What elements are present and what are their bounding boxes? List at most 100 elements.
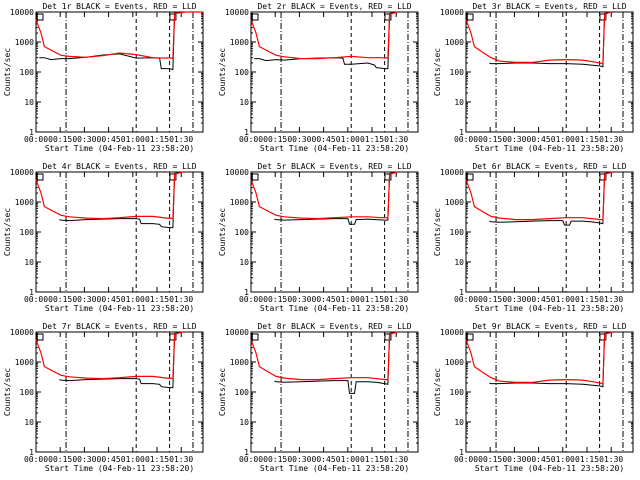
x-tick-label: 00:00 — [454, 455, 478, 464]
y-tick-label: 1000 — [15, 198, 34, 207]
x-tick-label: 01:00 — [551, 295, 575, 304]
events-series-line — [39, 11, 203, 71]
end-marker — [169, 333, 177, 341]
y-tick-label: 10000 — [10, 168, 34, 177]
x-tick-label: 00:30 — [72, 135, 96, 144]
y-tick-label: 10 — [239, 258, 249, 267]
y-axis-label: Counts/sec — [218, 48, 227, 96]
x-tick-label: 01:30 — [599, 455, 623, 464]
plot-frame — [250, 11, 419, 133]
events-series-line — [489, 171, 614, 226]
x-tick-label: 00:15 — [263, 295, 287, 304]
x-axis-label: Start Time (04-Feb-11 23:58:20) — [45, 304, 194, 313]
end-marker — [384, 333, 392, 341]
chart-title: Det 5r BLACK = Events, RED = LLD — [257, 162, 411, 171]
x-tick-label: 00:00 — [24, 135, 48, 144]
events-series-line — [274, 171, 399, 225]
x-tick-label: 00:45 — [527, 135, 551, 144]
y-tick-label: 10000 — [440, 328, 464, 337]
x-tick-label: 01:15 — [575, 295, 599, 304]
lld-series-line — [35, 171, 184, 220]
x-tick-label: 00:30 — [72, 295, 96, 304]
x-tick-label: 00:30 — [72, 455, 96, 464]
chart-panel-5: Det 5r BLACK = Events, RED = LLD 1 10 100 10… — [218, 162, 419, 313]
y-tick-label: 100 — [235, 228, 250, 237]
x-tick-label: 01:30 — [169, 295, 193, 304]
y-tick-label: 1000 — [230, 358, 249, 367]
x-tick-label: 00:00 — [454, 135, 478, 144]
chart-title: Det 3r BLACK = Events, RED = LLD — [472, 2, 626, 11]
y-tick-label: 1 — [29, 448, 34, 457]
start-marker — [36, 173, 44, 181]
y-axis-label: Counts/sec — [218, 368, 227, 416]
plot-frame — [465, 171, 634, 293]
x-tick-label: 00:45 — [527, 455, 551, 464]
y-tick-label: 10 — [24, 418, 34, 427]
start-marker — [466, 13, 474, 21]
lld-series-line — [35, 331, 184, 380]
x-tick-label: 01:30 — [169, 455, 193, 464]
y-tick-label: 1 — [29, 128, 34, 137]
x-tick-label: 00:45 — [97, 295, 121, 304]
start-marker — [251, 173, 259, 181]
y-tick-label: 1000 — [445, 198, 464, 207]
x-tick-label: 00:15 — [263, 455, 287, 464]
y-tick-label: 1 — [29, 288, 34, 297]
chart-panel-1: Det 1r BLACK = Events, RED = LLD 1 10 100 10… — [3, 2, 204, 153]
x-axis-label: Start Time (04-Feb-11 23:58:20) — [260, 304, 409, 313]
x-tick-label: 01:15 — [360, 455, 384, 464]
events-series-line — [59, 331, 184, 389]
x-tick-label: 00:45 — [97, 455, 121, 464]
x-axis-label: Start Time (04-Feb-11 23:58:20) — [45, 144, 194, 153]
y-axis-label: Counts/sec — [3, 48, 12, 96]
x-tick-label: 01:00 — [336, 135, 360, 144]
plot-frame — [35, 331, 204, 453]
y-tick-label: 1000 — [445, 38, 464, 47]
chart-title: Det 6r BLACK = Events, RED = LLD — [472, 162, 626, 171]
end-marker — [384, 173, 392, 181]
y-tick-label: 100 — [235, 388, 250, 397]
y-tick-label: 10 — [454, 258, 464, 267]
chart-title: Det 4r BLACK = Events, RED = LLD — [42, 162, 196, 171]
y-tick-label: 1000 — [230, 38, 249, 47]
x-tick-label: 01:15 — [145, 295, 169, 304]
events-series-line — [254, 11, 399, 70]
end-marker — [599, 333, 607, 341]
events-series-line — [59, 171, 184, 229]
chart-panel-6: Det 6r BLACK = Events, RED = LLD 1 10 100 10… — [433, 162, 634, 313]
start-marker — [466, 333, 474, 341]
y-tick-label: 100 — [450, 68, 465, 77]
x-tick-label: 01:30 — [384, 295, 408, 304]
x-tick-label: 01:00 — [121, 295, 145, 304]
chart-title: Det 9r BLACK = Events, RED = LLD — [472, 322, 626, 331]
y-tick-label: 10 — [239, 418, 249, 427]
x-tick-label: 01:30 — [599, 135, 623, 144]
y-tick-label: 10000 — [10, 8, 34, 17]
y-tick-label: 1 — [459, 128, 464, 137]
x-tick-label: 01:15 — [145, 135, 169, 144]
start-marker — [251, 333, 259, 341]
y-tick-label: 100 — [20, 388, 35, 397]
end-marker — [169, 13, 177, 21]
x-axis-label: Start Time (04-Feb-11 23:58:20) — [260, 464, 409, 473]
y-tick-label: 10 — [454, 98, 464, 107]
y-axis-label: Counts/sec — [218, 208, 227, 256]
x-tick-label: 00:30 — [502, 295, 526, 304]
x-axis-label: Start Time (04-Feb-11 23:58:20) — [475, 304, 624, 313]
y-axis-label: Counts/sec — [433, 48, 442, 96]
x-tick-label: 00:15 — [48, 295, 72, 304]
end-marker — [384, 13, 392, 21]
y-tick-label: 1000 — [15, 38, 34, 47]
y-axis-label: Counts/sec — [3, 368, 12, 416]
x-tick-label: 00:30 — [287, 455, 311, 464]
x-tick-label: 01:15 — [360, 295, 384, 304]
y-tick-label: 100 — [450, 228, 465, 237]
lld-series-line — [465, 11, 612, 65]
y-tick-label: 1000 — [230, 198, 249, 207]
end-marker — [599, 173, 607, 181]
x-tick-label: 01:00 — [551, 135, 575, 144]
start-marker — [36, 333, 44, 341]
end-marker — [169, 173, 177, 181]
x-tick-label: 01:00 — [336, 455, 360, 464]
y-tick-label: 10000 — [440, 168, 464, 177]
